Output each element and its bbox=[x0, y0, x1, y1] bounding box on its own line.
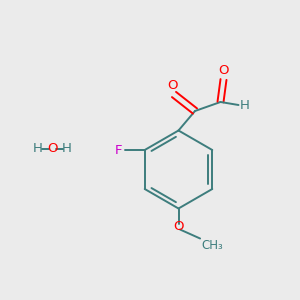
Text: CH₃: CH₃ bbox=[201, 239, 223, 252]
Text: O: O bbox=[167, 79, 178, 92]
Text: F: F bbox=[115, 143, 122, 157]
Text: O: O bbox=[47, 142, 58, 155]
Text: H: H bbox=[33, 142, 43, 155]
Text: O: O bbox=[218, 64, 229, 76]
Text: H: H bbox=[62, 142, 72, 155]
Text: H: H bbox=[240, 98, 250, 112]
Text: O: O bbox=[173, 220, 184, 233]
